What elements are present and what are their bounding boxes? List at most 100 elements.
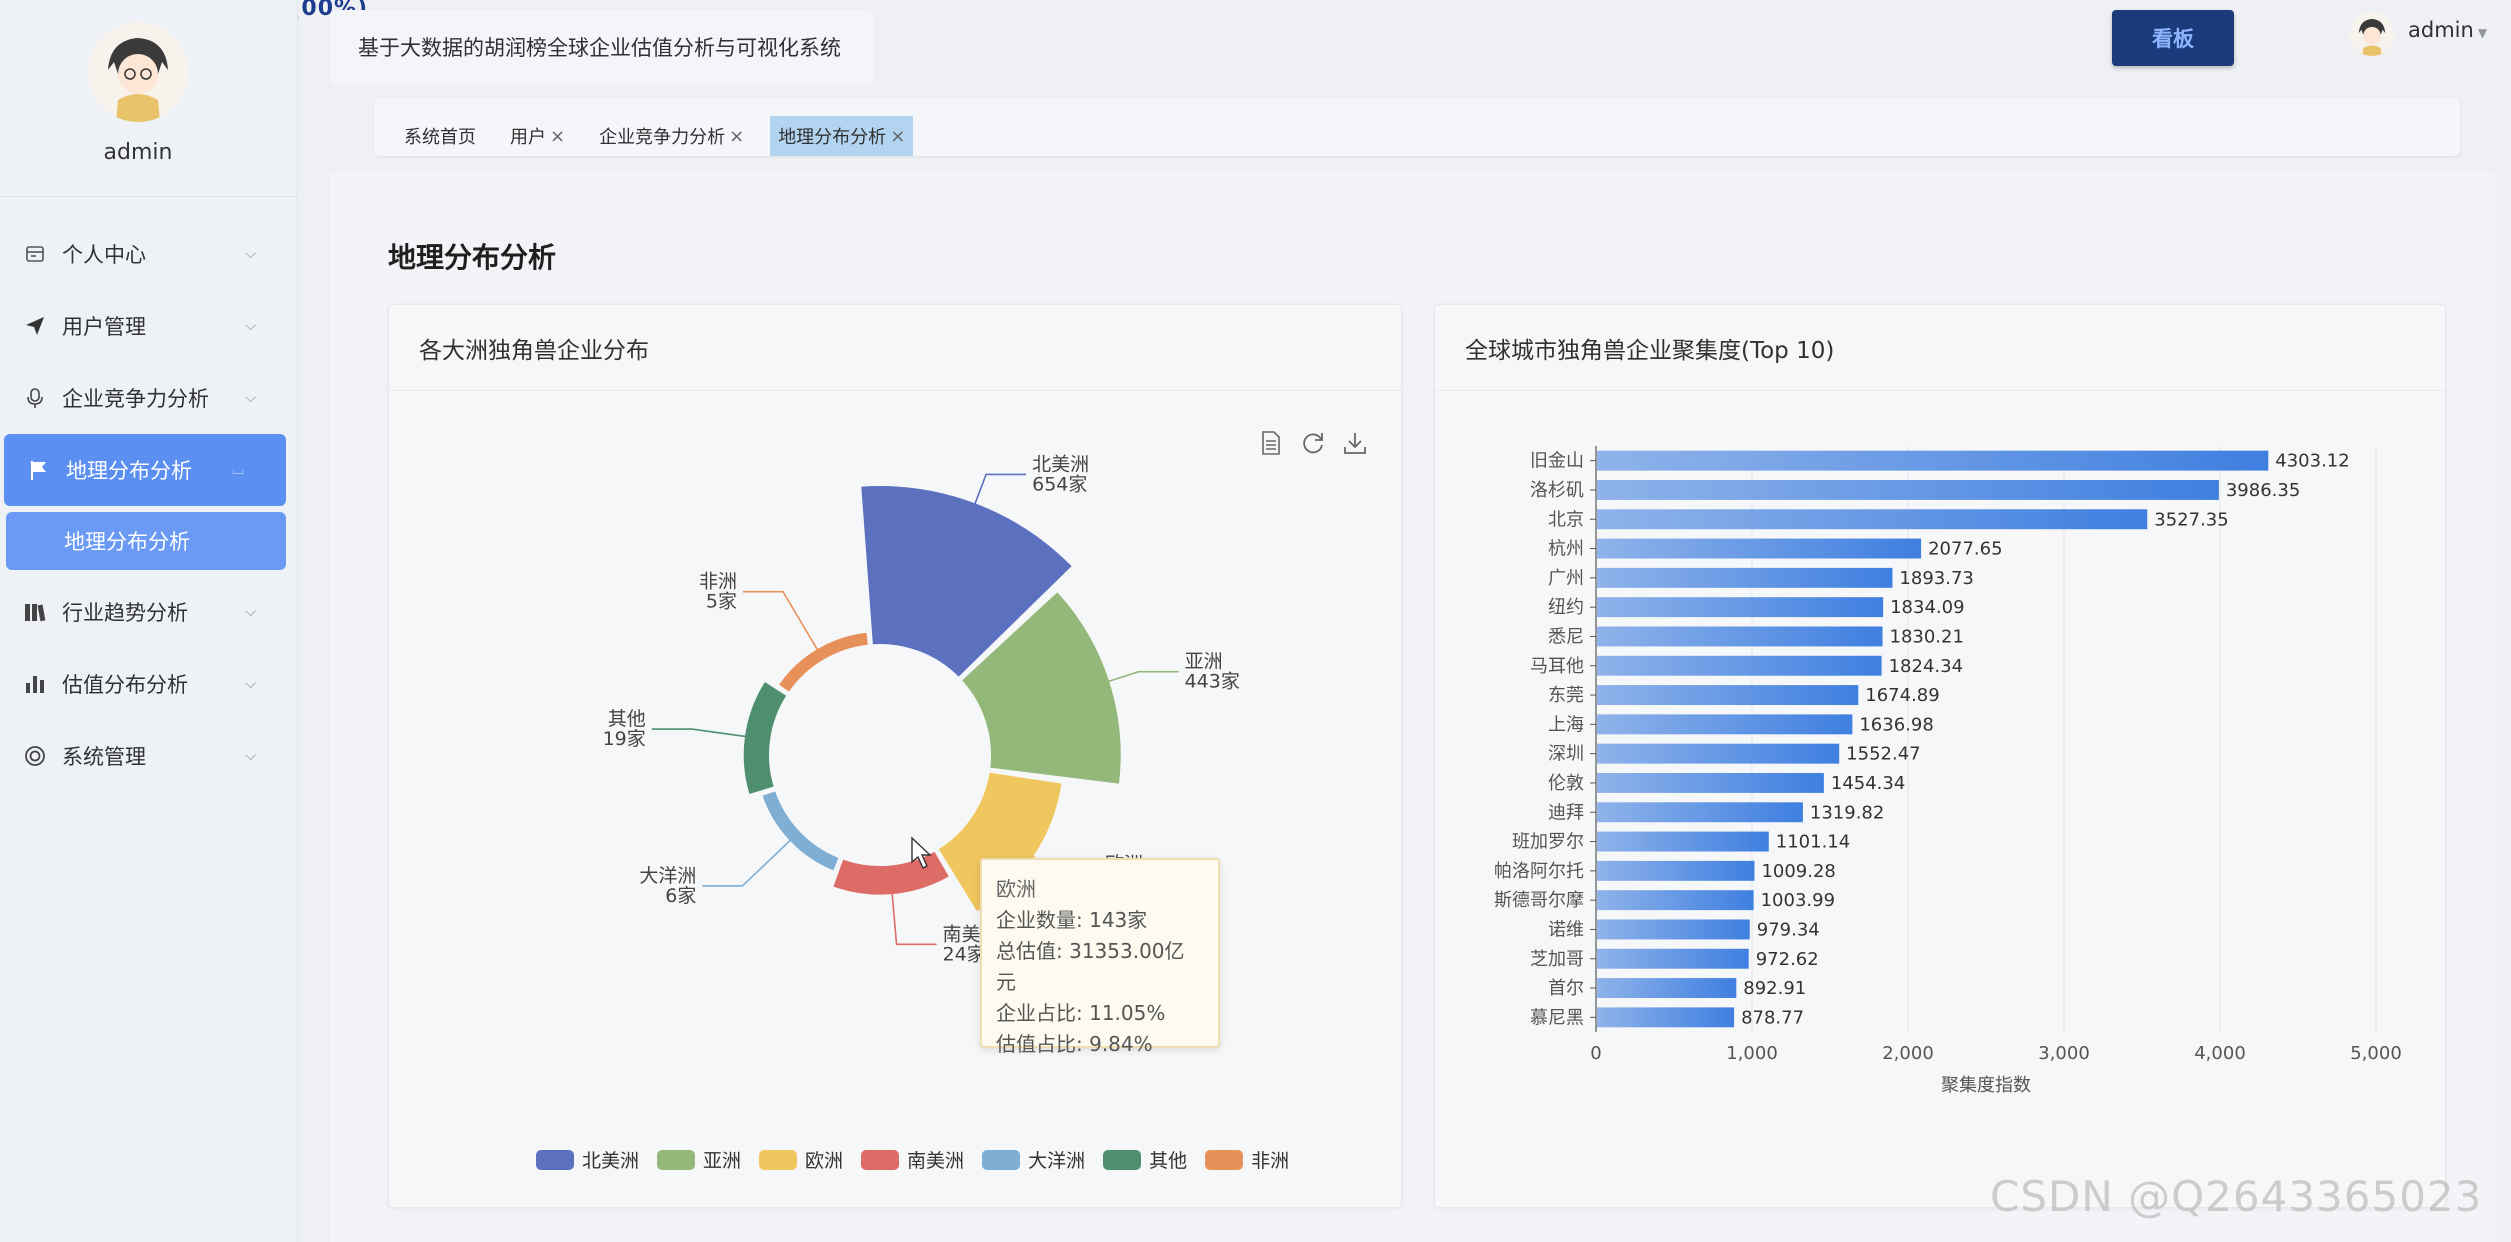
pie-label-line [1105, 670, 1179, 683]
sidebar-item-label: 地理分布分析 [66, 459, 192, 483]
download-icon[interactable] [1342, 430, 1368, 456]
bar [1597, 597, 1884, 618]
bar-value-label: 972.62 [1756, 949, 1819, 970]
bar [1597, 978, 1737, 999]
y-tick-label: 旧金山 [1530, 451, 1584, 472]
bar [1597, 567, 1893, 588]
bar-value-label: 4303.12 [2275, 451, 2349, 472]
y-tick-label: 北京 [1548, 509, 1584, 530]
x-tick-label: 5,000 [2350, 1043, 2402, 1064]
y-tick-label: 迪拜 [1548, 802, 1584, 823]
pie-label: 亚洲 [1185, 651, 1223, 673]
y-tick-label: 慕尼黑 [1530, 1007, 1584, 1028]
legend-item[interactable]: 亚洲 [657, 1146, 741, 1173]
pie-value-label: 19家 [603, 728, 646, 750]
pie-value-label: 6家 [665, 885, 696, 907]
microphone-icon [24, 387, 46, 409]
y-tick-label: 首尔 [1548, 978, 1584, 999]
legend-item[interactable]: 其他 [1103, 1146, 1187, 1173]
y-tick-label: 广州 [1548, 568, 1584, 589]
legend-item[interactable]: 北美洲 [536, 1146, 639, 1173]
bar-value-label: 1636.98 [1859, 714, 1933, 735]
sidebar-item-valuation-distribution[interactable]: 估值分布分析 ⌵ [0, 648, 298, 720]
bar [1597, 743, 1840, 764]
sidebar-divider [0, 196, 298, 197]
pie-label: 大洋洲 [639, 865, 696, 887]
legend-swatch [657, 1149, 696, 1170]
bar-value-label: 3527.35 [2154, 509, 2228, 530]
chevron-down-icon: ⌵ [245, 246, 256, 262]
caret-down-icon: ▼ [2477, 26, 2488, 40]
data-view-icon[interactable] [1258, 430, 1284, 456]
submenu-item-geo-distribution[interactable]: 地理分布分析 [6, 512, 286, 570]
bar [1597, 860, 1755, 881]
tab-geo-distribution[interactable]: 地理分布分析 × [770, 116, 914, 156]
header-user-menu[interactable]: admin ▼ [2408, 18, 2487, 42]
card-title: 全球城市独角兽企业聚集度(Top 10) [1435, 305, 2445, 391]
legend-item[interactable]: 非洲 [1205, 1146, 1289, 1173]
y-tick-label: 斯德哥尔摩 [1494, 890, 1584, 911]
bar-value-label: 1454.34 [1831, 773, 1905, 794]
bar [1597, 509, 2148, 530]
close-icon[interactable]: × [729, 125, 745, 147]
legend-label: 北美洲 [582, 1150, 640, 1172]
bar-value-label: 1830.21 [1890, 626, 1964, 647]
pie-value-label: 654家 [1032, 473, 1087, 495]
legend-label: 欧洲 [805, 1150, 844, 1172]
legend-swatch [861, 1149, 900, 1170]
legend-swatch [1103, 1149, 1142, 1170]
board-button[interactable]: 看板 [2112, 10, 2234, 66]
bar [1597, 626, 1883, 647]
continent-chart-card: 各大洲独角兽企业分布 [388, 304, 1402, 1208]
x-tick-label: 1,000 [1726, 1043, 1778, 1064]
sidebar-item-label: 个人中心 [62, 243, 146, 267]
chevron-down-icon: ⌵ [245, 390, 256, 406]
sidebar-item-geo-distribution[interactable]: 地理分布分析 ⌴ [4, 434, 286, 506]
legend-swatch [759, 1149, 798, 1170]
sidebar-item-industry-trend[interactable]: 行业趋势分析 ⌵ [0, 576, 298, 648]
bar [1597, 890, 1754, 911]
tab-label: 用户 [510, 127, 546, 148]
pie-label: 非洲 [699, 571, 737, 593]
lifebuoy-icon [24, 745, 46, 767]
sidebar-item-competitiveness[interactable]: 企业竞争力分析 ⌵ [0, 362, 298, 434]
chevron-down-icon: ⌵ [245, 676, 256, 692]
bar-value-label: 1893.73 [1899, 568, 1973, 589]
legend-item[interactable]: 南美洲 [861, 1146, 964, 1173]
chevron-down-icon: ⌵ [245, 604, 256, 620]
y-tick-label: 芝加哥 [1530, 949, 1584, 970]
restore-icon[interactable] [1300, 430, 1326, 456]
sidebar-item-personal-center[interactable]: 个人中心 ⌵ [0, 218, 298, 290]
tooltip-title: 欧洲 [996, 877, 1036, 901]
pie-label: 北美洲 [1032, 453, 1089, 475]
legend-item[interactable]: 大洋洲 [982, 1146, 1085, 1173]
bar [1597, 919, 1750, 940]
sidebar-item-label: 系统管理 [62, 745, 146, 769]
chevron-down-icon: ⌵ [245, 318, 256, 334]
pie-label-line [702, 838, 793, 887]
y-tick-label: 班加罗尔 [1512, 832, 1584, 853]
header-avatar[interactable] [2350, 12, 2394, 56]
close-icon[interactable]: × [550, 125, 566, 147]
bar-value-label: 1003.99 [1761, 890, 1835, 911]
sidebar-item-user-management[interactable]: 用户管理 ⌵ [0, 290, 298, 362]
pie-slice [776, 630, 870, 695]
tab-competitiveness[interactable]: 企业竞争力分析 × [591, 116, 752, 156]
legend-item[interactable]: 欧洲 [759, 1146, 843, 1173]
pie-label-line [651, 728, 749, 738]
tabs-bar: 系统首页 用户 × 企业竞争力分析 × 地理分布分析 × [374, 98, 2460, 156]
sidebar-item-system-management[interactable]: 系统管理 ⌵ [0, 720, 298, 792]
legend-label: 亚洲 [703, 1150, 742, 1172]
avatar[interactable] [88, 22, 188, 122]
header-username: admin [2408, 18, 2474, 42]
chart-legend: 北美洲 亚洲 欧洲 南美洲 大洋洲 其他 非洲 [536, 1146, 1289, 1173]
tab-users[interactable]: 用户 × [502, 116, 573, 156]
tab-home[interactable]: 系统首页 [396, 116, 484, 156]
x-tick-label: 2,000 [1882, 1043, 1934, 1064]
bar [1597, 655, 1882, 676]
x-tick-label: 0 [1590, 1043, 1601, 1064]
bar-value-label: 1009.28 [1761, 861, 1835, 882]
close-icon[interactable]: × [890, 125, 906, 147]
bar-value-label: 1101.14 [1776, 832, 1850, 853]
pie-value-label: 5家 [706, 591, 737, 613]
